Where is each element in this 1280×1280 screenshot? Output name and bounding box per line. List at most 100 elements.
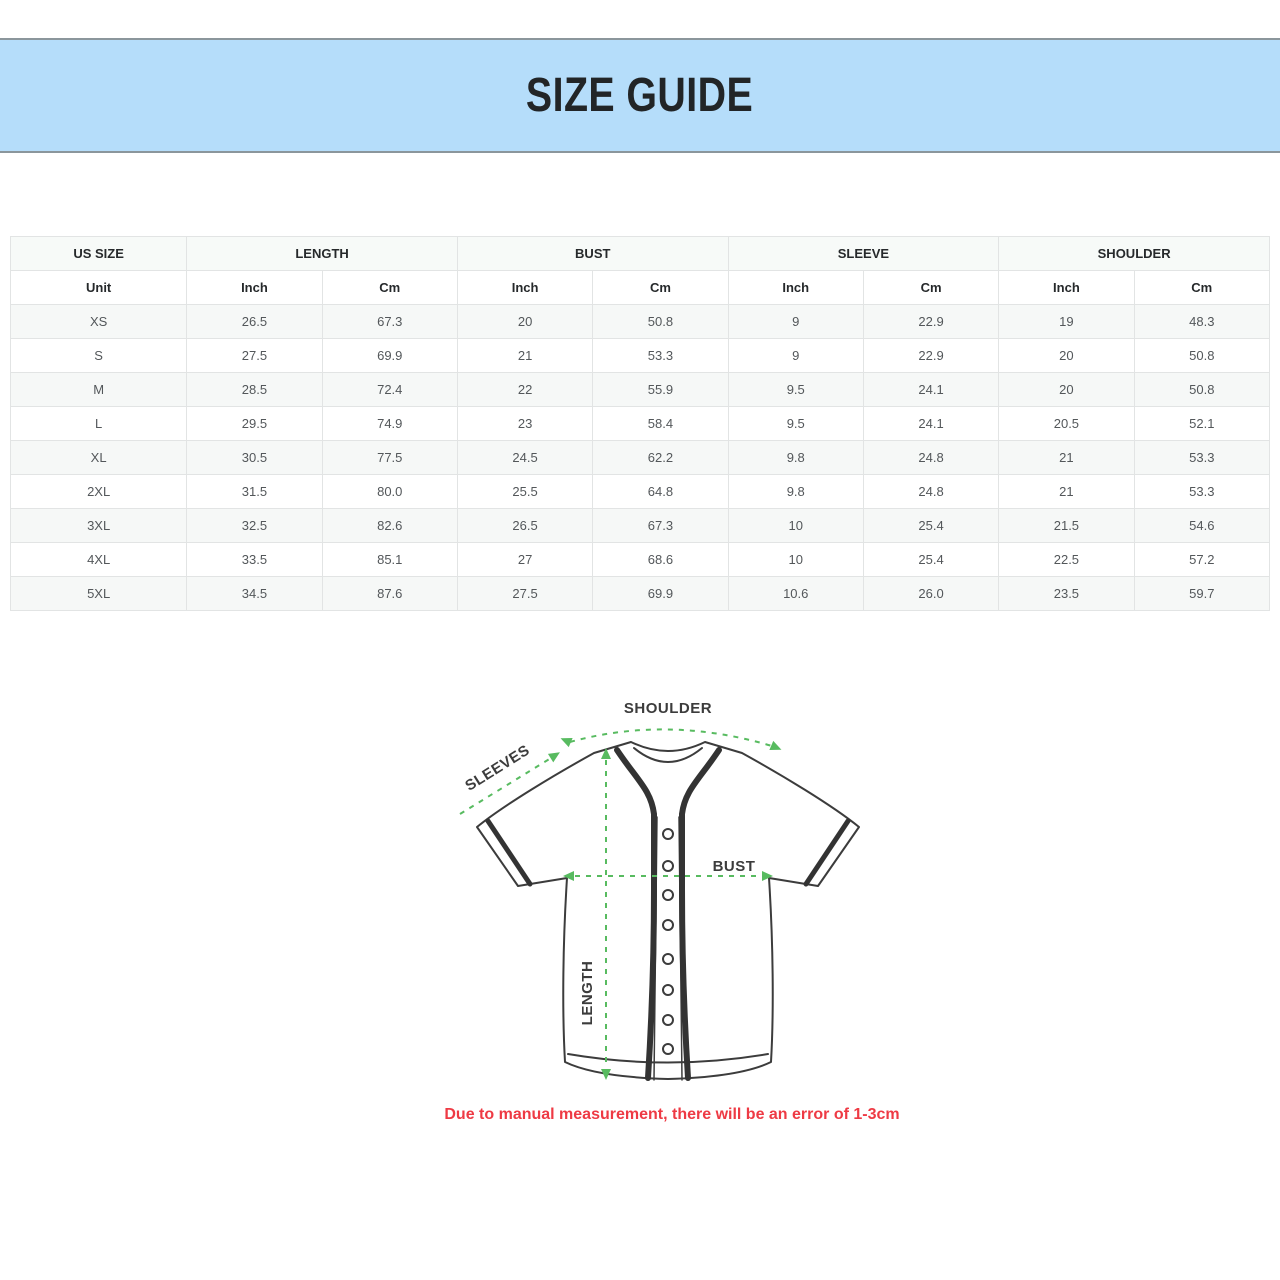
size-value-cell: 9.8 bbox=[727, 440, 864, 475]
arrowhead-icon bbox=[560, 737, 573, 748]
size-value-cell: 28.5 bbox=[186, 372, 323, 407]
size-value-cell: 33.5 bbox=[186, 542, 323, 577]
unit-header: Unit bbox=[9, 270, 188, 305]
arrowhead-icon bbox=[601, 1069, 611, 1080]
table-row: 2XL 31.5 80.0 25.5 64.8 9.8 24.8 21 53.3 bbox=[9, 474, 1271, 509]
size-value-cell: 53.3 bbox=[1133, 474, 1271, 509]
placket-right-stripe bbox=[679, 747, 722, 1081]
unit-header-inch: Inch bbox=[186, 270, 323, 305]
size-value-cell: 54.6 bbox=[1133, 508, 1271, 543]
size-value-cell: 26.5 bbox=[456, 508, 594, 543]
sleeves-measure-line bbox=[459, 757, 552, 815]
size-value-cell: 23 bbox=[456, 406, 594, 441]
button-icons bbox=[662, 828, 674, 1055]
size-value-cell: 20 bbox=[998, 372, 1135, 407]
column-header-length: LENGTH bbox=[186, 236, 458, 271]
size-value-cell: 69.9 bbox=[321, 338, 458, 373]
size-value-cell: 67.3 bbox=[592, 508, 729, 543]
length-label: LENGTH bbox=[579, 961, 596, 1026]
size-value-cell: 26.5 bbox=[186, 304, 323, 339]
size-label-cell: 3XL bbox=[9, 508, 188, 543]
size-value-cell: 10.6 bbox=[727, 576, 864, 611]
size-value-cell: 20 bbox=[998, 338, 1135, 373]
page-title: SIZE GUIDE bbox=[526, 69, 754, 122]
unit-header-cm: Cm bbox=[1133, 270, 1271, 305]
column-header-us-size: US SIZE bbox=[9, 236, 188, 271]
size-value-cell: 20 bbox=[456, 304, 594, 339]
shoulder-measure-arc bbox=[569, 728, 773, 747]
size-value-cell: 62.2 bbox=[592, 440, 729, 475]
size-value-cell: 20.5 bbox=[998, 406, 1135, 441]
size-value-cell: 21.5 bbox=[998, 508, 1135, 543]
unit-header-cm: Cm bbox=[862, 270, 1000, 305]
size-value-cell: 34.5 bbox=[186, 576, 323, 611]
size-value-cell: 48.3 bbox=[1133, 304, 1271, 339]
size-value-cell: 25.4 bbox=[862, 542, 1000, 577]
size-label-cell: L bbox=[9, 406, 188, 441]
size-label-cell: 4XL bbox=[9, 542, 188, 577]
size-value-cell: 24.1 bbox=[862, 372, 1000, 407]
size-value-cell: 29.5 bbox=[186, 406, 323, 441]
sleeves-label: SLEEVES bbox=[462, 742, 533, 795]
unit-header-inch: Inch bbox=[998, 270, 1135, 305]
unit-header-inch: Inch bbox=[727, 270, 864, 305]
table-row: XS 26.5 67.3 20 50.8 9 22.9 19 48.3 bbox=[9, 304, 1271, 339]
button-icon bbox=[662, 889, 674, 901]
arrowhead-icon bbox=[769, 740, 782, 751]
unit-header-inch: Inch bbox=[456, 270, 594, 305]
size-value-cell: 25.4 bbox=[862, 508, 1000, 543]
size-value-cell: 53.3 bbox=[592, 338, 729, 373]
size-value-cell: 23.5 bbox=[998, 576, 1135, 611]
size-value-cell: 22.9 bbox=[862, 304, 1000, 339]
size-value-cell: 80.0 bbox=[321, 474, 458, 509]
size-value-cell: 9.8 bbox=[727, 474, 864, 509]
size-value-cell: 24.8 bbox=[862, 440, 1000, 475]
bust-label: BUST bbox=[713, 858, 756, 875]
size-value-cell: 77.5 bbox=[321, 440, 458, 475]
size-value-cell: 9 bbox=[727, 304, 864, 339]
hem-inner-line bbox=[567, 1053, 769, 1064]
size-value-cell: 10 bbox=[727, 508, 864, 543]
table-row: XL 30.5 77.5 24.5 62.2 9.8 24.8 21 53.3 bbox=[9, 440, 1271, 475]
size-value-cell: 82.6 bbox=[321, 508, 458, 543]
column-header-bust: BUST bbox=[456, 236, 729, 271]
size-value-cell: 87.6 bbox=[321, 576, 458, 611]
size-value-cell: 58.4 bbox=[592, 406, 729, 441]
arrowhead-icon bbox=[563, 871, 574, 881]
size-table: US SIZE LENGTH BUST SLEEVE SHOULDER Unit… bbox=[9, 236, 1271, 611]
size-value-cell: 10 bbox=[727, 542, 864, 577]
size-value-cell: 52.1 bbox=[1133, 406, 1271, 441]
size-value-cell: 24.1 bbox=[862, 406, 1000, 441]
size-value-cell: 64.8 bbox=[592, 474, 729, 509]
jersey-outline bbox=[476, 741, 860, 1080]
size-value-cell: 27.5 bbox=[456, 576, 594, 611]
size-value-cell: 22 bbox=[456, 372, 594, 407]
size-value-cell: 67.3 bbox=[321, 304, 458, 339]
size-value-cell: 68.6 bbox=[592, 542, 729, 577]
size-label-cell: XL bbox=[9, 440, 188, 475]
size-value-cell: 72.4 bbox=[321, 372, 458, 407]
size-label-cell: XS bbox=[9, 304, 188, 339]
size-guide-banner: SIZE GUIDE bbox=[0, 38, 1280, 153]
size-table-body: XS 26.5 67.3 20 50.8 9 22.9 19 48.3 S 27.5 69.9 21 53… bbox=[9, 304, 1271, 611]
size-value-cell: 69.9 bbox=[592, 576, 729, 611]
table-row: 3XL 32.5 82.6 26.5 67.3 10 25.4 21.5 54.6 bbox=[9, 508, 1271, 543]
measure-arrowheads bbox=[547, 737, 782, 1080]
size-value-cell: 31.5 bbox=[186, 474, 323, 509]
size-value-cell: 26.0 bbox=[862, 576, 1000, 611]
unit-header-cm: Cm bbox=[321, 270, 458, 305]
shoulder-label: SHOULDER bbox=[624, 700, 712, 717]
size-value-cell: 32.5 bbox=[186, 508, 323, 543]
table-row: 5XL 34.5 87.6 27.5 69.9 10.6 26.0 23.5 59.7 bbox=[9, 576, 1271, 611]
size-value-cell: 19 bbox=[998, 304, 1135, 339]
size-value-cell: 22.5 bbox=[998, 542, 1135, 577]
table-row: L 29.5 74.9 23 58.4 9.5 24.1 20.5 52.1 bbox=[9, 406, 1271, 441]
arrowhead-icon bbox=[762, 871, 773, 881]
size-value-cell: 57.2 bbox=[1133, 542, 1271, 577]
size-value-cell: 55.9 bbox=[592, 372, 729, 407]
placket-left-stripe bbox=[614, 747, 657, 1081]
button-icon bbox=[662, 1043, 674, 1055]
size-value-cell: 9.5 bbox=[727, 406, 864, 441]
cuff-right-stripe bbox=[803, 818, 851, 887]
size-value-cell: 21 bbox=[998, 440, 1135, 475]
